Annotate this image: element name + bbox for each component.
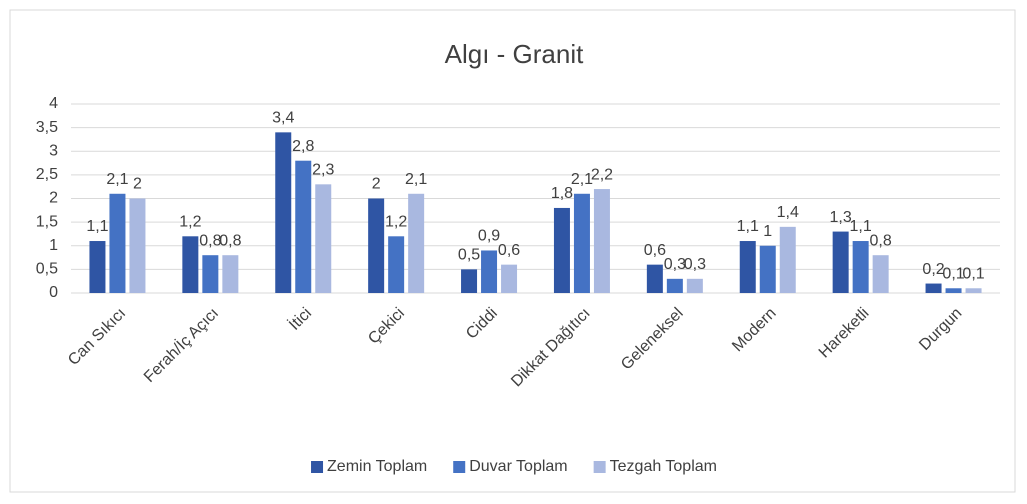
data-label: 0,1 <box>942 265 964 282</box>
chart-title: Algı - Granit <box>445 39 584 69</box>
bar <box>925 283 942 293</box>
bar <box>129 198 146 293</box>
y-tick-label: 3,5 <box>36 119 58 136</box>
data-label: 1,1 <box>86 218 108 235</box>
bar <box>388 236 405 293</box>
bar <box>202 255 219 293</box>
data-label: 1,8 <box>551 185 573 202</box>
bar <box>573 193 590 293</box>
y-tick-label: 1 <box>49 237 58 254</box>
bar <box>295 160 312 293</box>
bar <box>666 278 683 293</box>
data-label: 2,8 <box>292 138 314 155</box>
legend-label: Duvar Toplam <box>469 458 567 475</box>
bar <box>553 207 570 293</box>
y-tick-label: 1,5 <box>36 213 58 230</box>
legend-swatch <box>453 461 466 473</box>
bar <box>779 226 796 293</box>
data-label: 0,8 <box>219 232 241 249</box>
legend-swatch <box>311 461 324 473</box>
y-tick-label: 2,5 <box>36 166 58 183</box>
data-label: 2,3 <box>312 162 334 179</box>
bar <box>872 255 889 293</box>
data-label: 1,1 <box>850 218 872 235</box>
bar <box>852 241 869 293</box>
data-label: 1 <box>763 223 772 240</box>
bar <box>408 193 425 293</box>
bar <box>646 264 663 293</box>
data-label: 0,3 <box>664 256 686 273</box>
legend-label: Zemin Toplam <box>327 458 427 475</box>
data-label: 3,4 <box>272 110 294 127</box>
data-label: 0,9 <box>478 228 500 245</box>
data-label: 0,5 <box>458 247 480 264</box>
data-label: 0,6 <box>498 242 520 259</box>
bar <box>275 132 292 293</box>
data-label: 2 <box>372 176 381 193</box>
bar <box>315 184 332 293</box>
data-label: 0,1 <box>962 265 984 282</box>
bar <box>832 231 849 293</box>
data-label: 0,2 <box>922 261 944 278</box>
data-label: 0,8 <box>199 232 221 249</box>
bar <box>501 264 518 293</box>
data-label: 2,1 <box>405 171 427 188</box>
bar <box>109 193 126 293</box>
data-label: 1,3 <box>830 209 852 226</box>
bar <box>759 245 776 293</box>
data-label: 0,8 <box>870 232 892 249</box>
y-tick-label: 0 <box>49 284 58 301</box>
bar <box>368 198 385 293</box>
legend-label: Tezgah Toplam <box>610 458 717 475</box>
bar <box>222 255 239 293</box>
bar <box>593 189 610 293</box>
data-label: 1,2 <box>385 214 407 231</box>
bar <box>182 236 199 293</box>
bar <box>89 241 106 293</box>
data-label: 2,1 <box>571 171 593 188</box>
y-tick-label: 4 <box>49 95 58 112</box>
data-label: 0,3 <box>684 256 706 273</box>
data-label: 1,1 <box>737 218 759 235</box>
data-label: 0,6 <box>644 242 666 259</box>
data-label: 1,2 <box>179 214 201 231</box>
y-tick-label: 3 <box>49 142 58 159</box>
bar <box>686 278 703 293</box>
data-label: 1,4 <box>777 204 799 221</box>
bar <box>481 250 498 293</box>
data-label: 2 <box>133 176 142 193</box>
legend-swatch <box>593 461 606 473</box>
data-label: 2,1 <box>106 171 128 188</box>
bar <box>945 288 962 293</box>
y-tick-label: 2 <box>49 190 58 207</box>
bar <box>965 288 982 293</box>
y-tick-label: 0,5 <box>36 261 58 278</box>
bar <box>461 269 478 293</box>
data-label: 2,2 <box>591 166 613 183</box>
bar <box>739 241 756 293</box>
